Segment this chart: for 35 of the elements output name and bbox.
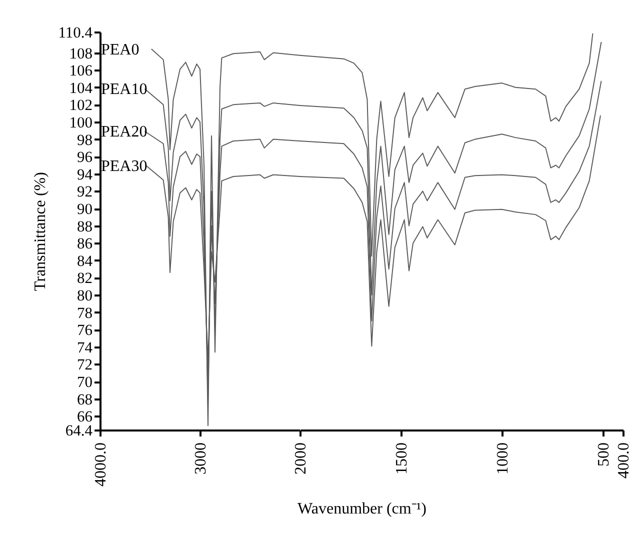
y-tick-label: 102: [69, 97, 92, 114]
x-tick-label: 1500: [393, 442, 410, 474]
y-tick-label: 80: [77, 288, 93, 305]
x-tick-label: 400.0: [616, 442, 631, 478]
y-tick-label: 74: [77, 339, 93, 356]
x-tick-label: 3000: [192, 442, 210, 474]
x-axis-title: Wavenumber (cm⁻¹): [298, 500, 426, 518]
y-tick-label: 96: [77, 149, 93, 166]
y-tick-label: 88: [77, 218, 93, 236]
x-tick-label: 1000: [494, 442, 512, 474]
y-tick-label: 90: [77, 201, 93, 218]
series-label: PEA30: [101, 158, 148, 176]
y-tick-label: 108: [69, 45, 93, 62]
y-tick-label: 68: [77, 391, 93, 408]
y-tick-label: 92: [77, 184, 92, 201]
y-tick-label: 106: [69, 62, 93, 80]
x-tick-label: 2000: [292, 442, 310, 474]
y-tick-label: 86: [77, 236, 93, 253]
series-label: PEA0: [101, 41, 140, 58]
y-tick-label: 84: [77, 252, 93, 270]
y-tick-label: 70: [77, 374, 93, 392]
y-tick-label: 78: [77, 304, 93, 322]
y-tick-label: 104: [69, 80, 93, 97]
x-tick-label: 500: [595, 442, 612, 466]
y-axis-title: Transmittance (%): [32, 172, 50, 291]
y-tick-label: 72: [77, 356, 92, 374]
x-tick-label: 4000.0: [92, 442, 110, 486]
series-label: PEA10: [101, 81, 148, 98]
y-tick-label: 76: [77, 322, 93, 340]
y-tick-label: 98: [77, 132, 93, 149]
y-tick-label: 94: [77, 166, 93, 184]
series-label: PEA20: [101, 124, 148, 140]
y-tick-label: 110.4: [58, 24, 93, 42]
y-tick-label: 82: [77, 270, 92, 288]
y-tick-label: 100: [69, 114, 93, 132]
